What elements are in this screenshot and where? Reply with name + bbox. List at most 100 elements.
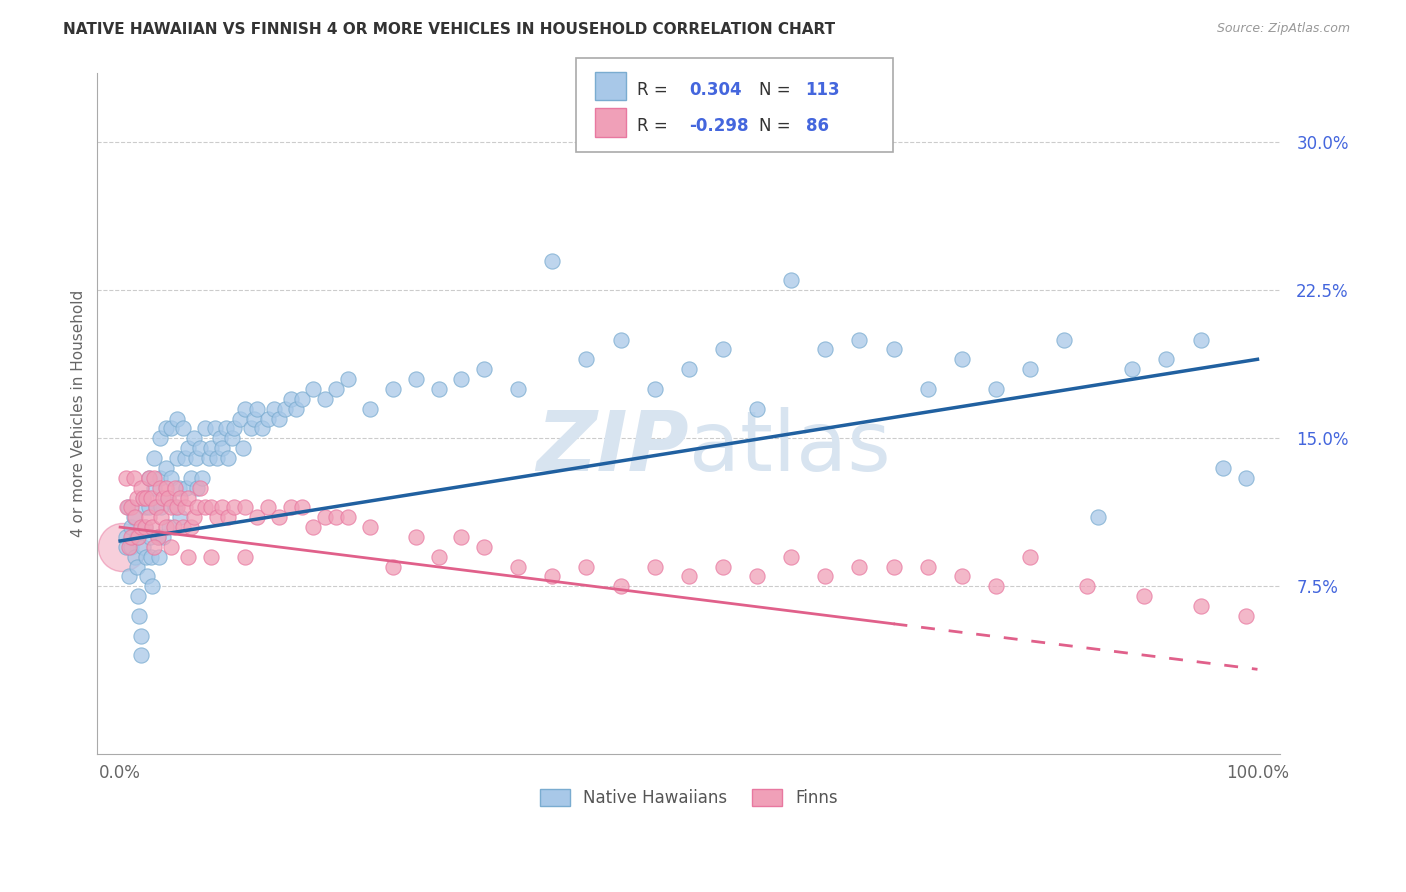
- Point: [155, 461, 177, 475]
- Point: [263, 401, 285, 416]
- Point: [117, 500, 139, 515]
- Point: [188, 441, 211, 455]
- Point: [194, 421, 217, 435]
- Point: [172, 421, 194, 435]
- Point: [160, 421, 183, 435]
- Point: [780, 273, 803, 287]
- Point: [1234, 609, 1257, 624]
- Point: [177, 441, 200, 455]
- Point: [427, 382, 450, 396]
- Point: [917, 559, 939, 574]
- Point: [186, 450, 208, 465]
- Point: [156, 491, 179, 505]
- Point: [780, 549, 803, 564]
- Point: [950, 352, 973, 367]
- Point: [1132, 589, 1154, 603]
- Point: [155, 421, 177, 435]
- Point: [146, 530, 169, 544]
- Point: [274, 401, 297, 416]
- Point: [124, 510, 146, 524]
- Point: [183, 431, 205, 445]
- Point: [359, 401, 381, 416]
- Text: atlas: atlas: [689, 407, 890, 488]
- Point: [156, 491, 179, 505]
- Point: [405, 530, 427, 544]
- Point: [541, 253, 564, 268]
- Point: [141, 520, 163, 534]
- Point: [148, 549, 170, 564]
- Point: [257, 500, 280, 515]
- Point: [984, 579, 1007, 593]
- Point: [143, 471, 166, 485]
- Point: [1019, 549, 1042, 564]
- Point: [157, 520, 180, 534]
- Point: [198, 450, 221, 465]
- Point: [233, 401, 256, 416]
- Point: [472, 540, 495, 554]
- Point: [174, 481, 197, 495]
- Text: -0.298: -0.298: [689, 117, 748, 135]
- Text: R =: R =: [637, 117, 668, 135]
- Text: R =: R =: [637, 80, 668, 98]
- Point: [472, 362, 495, 376]
- Text: 0.304: 0.304: [689, 80, 741, 98]
- Point: [205, 450, 228, 465]
- Point: [177, 549, 200, 564]
- Point: [143, 450, 166, 465]
- Point: [155, 481, 177, 495]
- Text: 113: 113: [806, 80, 841, 98]
- Point: [314, 510, 336, 524]
- Point: [336, 372, 359, 386]
- Point: [711, 559, 734, 574]
- Point: [128, 609, 150, 624]
- Point: [145, 500, 167, 515]
- Point: [382, 382, 405, 396]
- Point: [149, 481, 172, 495]
- Point: [135, 491, 157, 505]
- Point: [848, 333, 870, 347]
- Point: [134, 520, 156, 534]
- Point: [221, 431, 243, 445]
- Legend: Native Hawaiians, Finns: Native Hawaiians, Finns: [533, 782, 845, 814]
- Point: [166, 500, 188, 515]
- Point: [245, 510, 267, 524]
- Point: [118, 540, 141, 554]
- Point: [114, 530, 136, 544]
- Point: [141, 579, 163, 593]
- Point: [152, 491, 174, 505]
- Point: [644, 559, 666, 574]
- Point: [169, 491, 191, 505]
- Point: [180, 471, 202, 485]
- Point: [204, 421, 226, 435]
- Point: [160, 500, 183, 515]
- Point: [609, 579, 631, 593]
- Point: [163, 500, 186, 515]
- Point: [678, 569, 700, 583]
- Point: [314, 392, 336, 406]
- Point: [169, 510, 191, 524]
- Point: [160, 471, 183, 485]
- Point: [121, 500, 143, 515]
- Point: [211, 500, 233, 515]
- Point: [122, 471, 145, 485]
- Point: [883, 559, 905, 574]
- Point: [211, 441, 233, 455]
- Point: [269, 510, 291, 524]
- Point: [166, 450, 188, 465]
- Point: [678, 362, 700, 376]
- Point: [280, 500, 302, 515]
- Point: [205, 510, 228, 524]
- Point: [575, 352, 598, 367]
- Point: [508, 559, 530, 574]
- Point: [950, 569, 973, 583]
- Point: [1121, 362, 1143, 376]
- Point: [848, 559, 870, 574]
- Point: [336, 510, 359, 524]
- Point: [302, 382, 325, 396]
- Point: [917, 382, 939, 396]
- Point: [541, 569, 564, 583]
- Point: [405, 372, 427, 386]
- Point: [127, 559, 149, 574]
- Point: [814, 343, 837, 357]
- Point: [209, 431, 232, 445]
